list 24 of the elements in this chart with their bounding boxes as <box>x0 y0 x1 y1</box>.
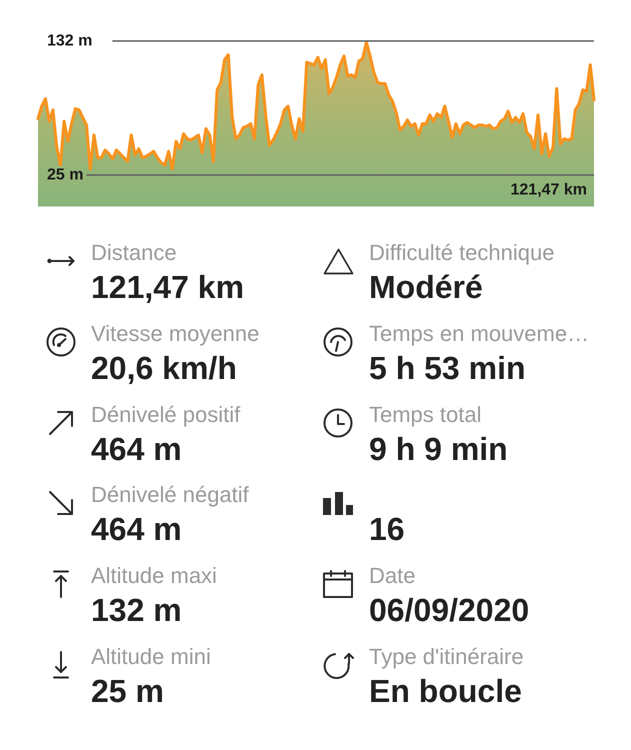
text: 06/09/2020 <box>369 592 530 628</box>
text: 121,47 km <box>91 269 244 305</box>
category-label: Type d'itinéraire <box>369 644 524 670</box>
text: 25 m <box>91 673 164 709</box>
text: 16 <box>369 511 405 548</box>
text: Modéré <box>369 269 483 305</box>
text: 464 m <box>91 430 182 467</box>
text: 9 h 9 min <box>369 430 508 467</box>
category-label: Vitesse moyenne <box>91 320 260 347</box>
category-label: Temps en mouveme… <box>369 320 590 347</box>
category-label: Temps total <box>369 402 482 428</box>
text: 20,6 km/h <box>91 350 237 386</box>
category-label: Distance <box>91 240 177 266</box>
text: 132 m <box>91 592 182 628</box>
annotation: 121,47 km <box>510 182 588 198</box>
text: 464 m <box>91 511 182 548</box>
category-label: Dénivelé négatif <box>91 482 249 508</box>
category-label: Date <box>369 563 416 590</box>
category-label: Altitude mini <box>91 644 211 670</box>
category-label: Dénivelé positif <box>91 402 240 428</box>
category-label: Difficulté technique <box>369 240 554 266</box>
text: En boucle <box>369 673 522 709</box>
category-label: Altitude maxi <box>91 563 217 590</box>
text: 5 h 53 min <box>369 350 526 386</box>
